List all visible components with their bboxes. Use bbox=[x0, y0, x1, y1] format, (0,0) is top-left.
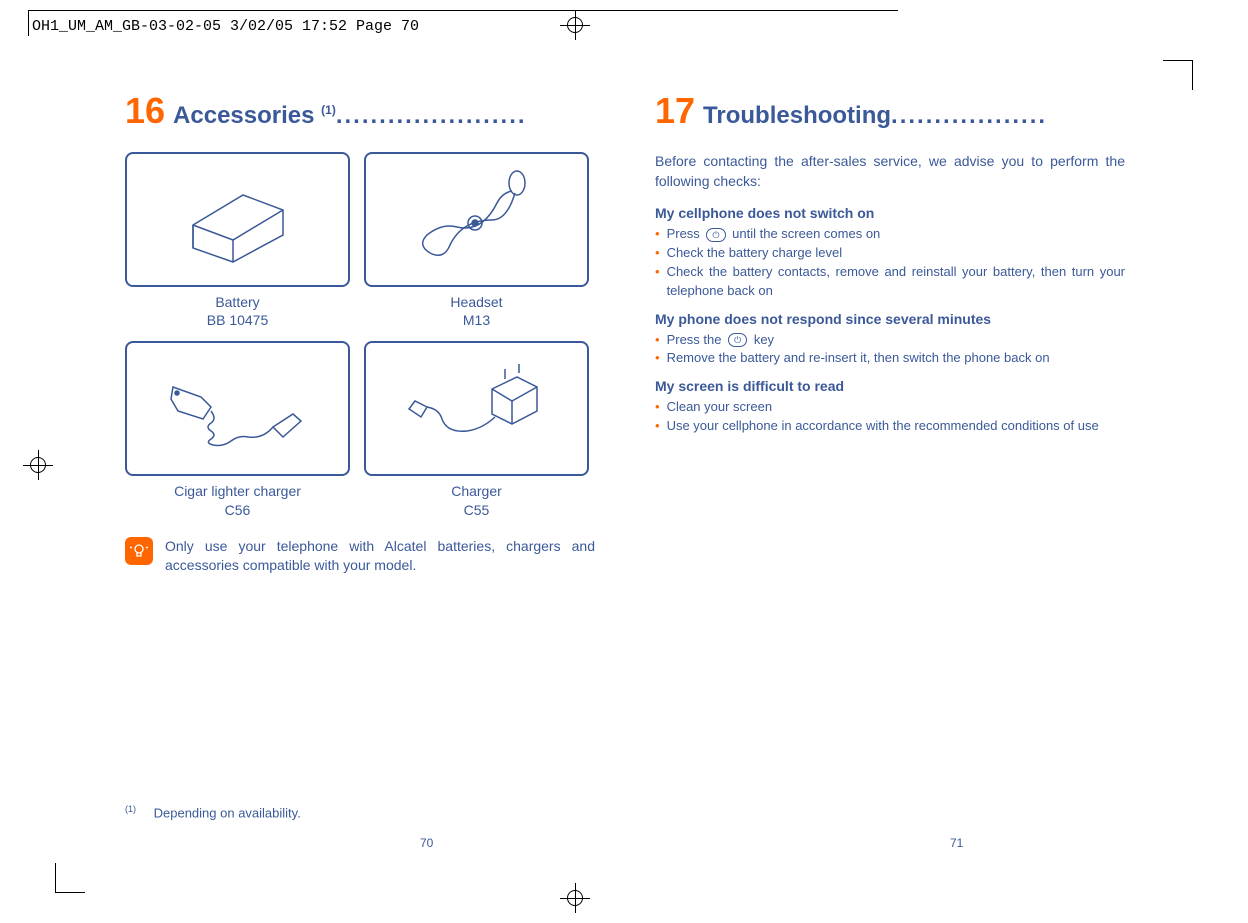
accessory-label: Charger C55 bbox=[364, 482, 589, 518]
crop-mark-tr bbox=[1163, 60, 1193, 90]
footnote-superscript: (1) bbox=[125, 804, 136, 814]
section-superscript: (1) bbox=[321, 103, 336, 117]
ts-item: • Press ⏻ until the screen comes on bbox=[655, 225, 1125, 244]
section-num: 16 bbox=[125, 90, 165, 132]
ts-item: •Check the battery contacts, remove and … bbox=[655, 263, 1125, 301]
accessory-battery: Battery BB 10475 bbox=[125, 152, 350, 329]
ts-text: Press the ⏻ key bbox=[667, 331, 1125, 350]
section-title: Troubleshooting bbox=[703, 102, 891, 130]
ts-item: • Press the ⏻ key bbox=[655, 331, 1125, 350]
bullet: • bbox=[655, 331, 660, 350]
bullet: • bbox=[655, 263, 660, 301]
note-text: Only use your telephone with Alcatel bat… bbox=[165, 537, 595, 575]
ts-list: • Press the ⏻ key • Remove the battery and … bbox=[655, 331, 1125, 369]
ts-heading: My phone does not respond since several … bbox=[655, 311, 1125, 327]
registration-mark-bottom bbox=[560, 883, 590, 913]
ts-heading: My screen is difficult to read bbox=[655, 378, 1125, 394]
ts-text: Clean your screen bbox=[667, 398, 1125, 417]
accessory-label: Battery BB 10475 bbox=[125, 293, 350, 329]
ts-item: • Remove the battery and re-insert it, th… bbox=[655, 349, 1125, 368]
section-title: Accessories (1) bbox=[173, 102, 336, 130]
car-charger-icon bbox=[153, 359, 323, 459]
ts-text: Press ⏻ until the screen comes on bbox=[667, 225, 1125, 244]
accessory-label: Cigar lighter charger C56 bbox=[125, 482, 350, 518]
header-rule bbox=[28, 10, 898, 36]
crop-mark-bl bbox=[55, 863, 85, 893]
accessory-label: Headset M13 bbox=[364, 293, 589, 329]
section-heading-17: 17 Troubleshooting .................. bbox=[655, 90, 1125, 132]
power-key-icon: ⏻ bbox=[728, 333, 747, 347]
accessory-charger: Charger C55 bbox=[364, 341, 589, 518]
spread: 16 Accessories (1) .....................… bbox=[95, 90, 1155, 860]
left-page: 16 Accessories (1) .....................… bbox=[95, 90, 625, 860]
accessory-grid: Battery BB 10475 Headset M13 bbox=[125, 152, 595, 519]
section-dots: ...................... bbox=[336, 102, 527, 130]
ts-heading: My cellphone does not switch on bbox=[655, 205, 1125, 221]
car-charger-illustration bbox=[125, 341, 350, 476]
ts-list: •Press ⏻ until the screen comes on•Check… bbox=[655, 225, 1125, 300]
right-page: 17 Troubleshooting .................. Be… bbox=[625, 90, 1155, 860]
headset-icon bbox=[402, 165, 552, 275]
intro-text: Before contacting the after-sales servic… bbox=[655, 152, 1125, 191]
headset-illustration bbox=[364, 152, 589, 287]
section-heading-16: 16 Accessories (1) .....................… bbox=[125, 90, 595, 132]
section-dots: .................. bbox=[891, 102, 1047, 130]
troubleshooting-list: My cellphone does not switch on • Press ⏻ … bbox=[655, 205, 1125, 436]
ts-text: Remove the battery and re-insert it, the… bbox=[667, 349, 1125, 368]
ts-list: • Clean your screen • Use your cellphone in… bbox=[655, 398, 1125, 436]
power-key-icon: ⏻ bbox=[706, 228, 725, 242]
accessory-headset: Headset M13 bbox=[364, 152, 589, 329]
bullet: • bbox=[655, 398, 660, 417]
ts-text: Use your cellphone in accordance with th… bbox=[667, 417, 1125, 436]
page-number-left: 70 bbox=[420, 836, 433, 850]
section-num: 17 bbox=[655, 90, 695, 132]
accessory-car-charger: Cigar lighter charger C56 bbox=[125, 341, 350, 518]
ts-item: • Check the battery charge level bbox=[655, 244, 1125, 263]
bullet: • bbox=[655, 244, 660, 263]
tip-icon bbox=[125, 537, 153, 565]
bullet: • bbox=[655, 349, 660, 368]
bullet: • bbox=[655, 225, 660, 244]
battery-illustration bbox=[125, 152, 350, 287]
bullet: • bbox=[655, 417, 660, 436]
ts-item: • Clean your screen bbox=[655, 398, 1125, 417]
page-number-right: 71 bbox=[950, 836, 963, 850]
ts-item: • Use your cellphone in accordance with t… bbox=[655, 417, 1125, 436]
ts-text: Check the battery charge level bbox=[667, 244, 1125, 263]
footnote: (1) Depending on availability. bbox=[125, 804, 301, 820]
charger-icon bbox=[397, 359, 557, 459]
charger-illustration bbox=[364, 341, 589, 476]
battery-icon bbox=[168, 170, 308, 270]
ts-text: Check the battery contacts, remove and r… bbox=[667, 263, 1125, 301]
registration-mark-top bbox=[560, 10, 590, 40]
registration-mark-left bbox=[23, 450, 53, 480]
note-row: Only use your telephone with Alcatel bat… bbox=[125, 537, 595, 575]
